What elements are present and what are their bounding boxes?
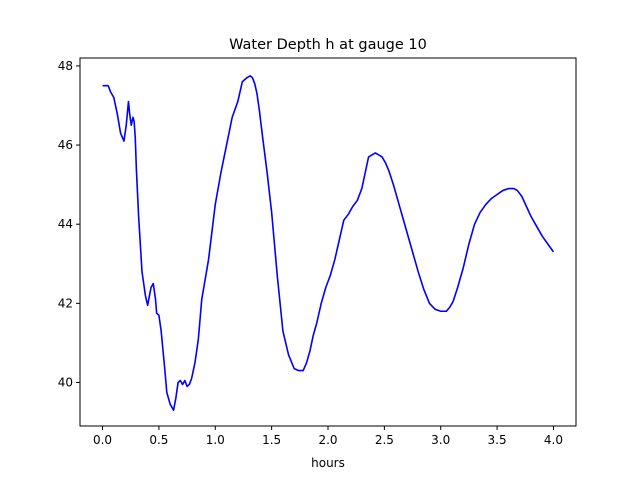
x-tick-label: 0.0 bbox=[93, 433, 112, 447]
x-tick-label: 0.5 bbox=[149, 433, 168, 447]
chart-title: Water Depth h at gauge 10 bbox=[229, 37, 427, 53]
y-tick-label: 44 bbox=[58, 217, 73, 231]
x-tick-label: 3.0 bbox=[431, 433, 450, 447]
y-tick-label: 48 bbox=[58, 59, 73, 73]
y-tick-label: 42 bbox=[58, 296, 73, 310]
x-tick-label: 2.5 bbox=[375, 433, 394, 447]
x-tick-label: 4.0 bbox=[544, 433, 563, 447]
x-tick-label: 1.0 bbox=[206, 433, 225, 447]
series-line-0 bbox=[102, 75, 555, 411]
plot-area: 0.0 0.5 1.0 1.5 2.0 2.5 3.0 3.5 4.0 40 42 44 46 48 bbox=[58, 57, 577, 447]
x-axis-label: hours bbox=[311, 456, 345, 470]
x-tick-label: 1.5 bbox=[262, 433, 281, 447]
y-tick-label: 40 bbox=[58, 375, 73, 389]
x-tick-label: 2.0 bbox=[318, 433, 337, 447]
y-tick-label: 46 bbox=[58, 138, 73, 152]
x-tick-label: 3.5 bbox=[488, 433, 507, 447]
